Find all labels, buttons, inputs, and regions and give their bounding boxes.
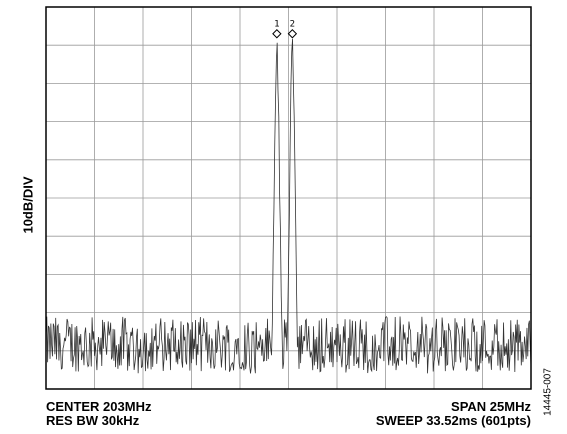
center-frequency-label: CENTER 203MHz	[46, 399, 152, 414]
y-axis-label: 10dB/DIV	[20, 176, 36, 234]
marker-2-diamond	[287, 29, 298, 39]
figure-id: 14445-007	[542, 368, 554, 416]
span-label: SPAN 25MHz	[451, 399, 531, 414]
marker-2-label: 2	[290, 20, 295, 30]
plot-grid	[46, 7, 531, 389]
spectrum-trace	[45, 38, 532, 374]
marker-1-diamond	[272, 29, 282, 39]
res-bw-label: RES BW 30kHz	[46, 413, 140, 428]
trace-line	[45, 38, 532, 374]
plot-frame	[45, 6, 532, 390]
sweep-label: SWEEP 33.52ms (601pts)	[375, 413, 531, 428]
marker-1-label: 1	[274, 20, 279, 30]
